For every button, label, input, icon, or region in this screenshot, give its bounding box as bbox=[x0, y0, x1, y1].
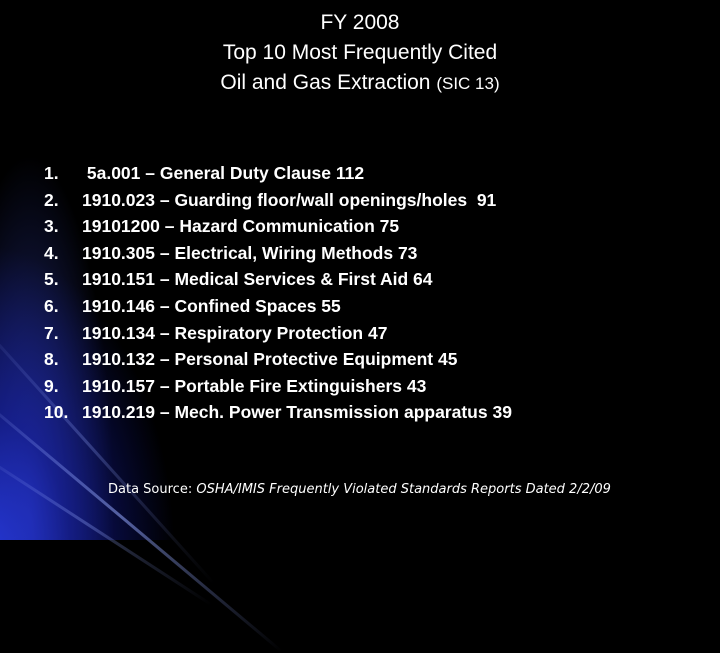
title-line-3-sic: (SIC 13) bbox=[436, 74, 500, 93]
list-item-text: 19101200 – Hazard Communication 75 bbox=[82, 216, 400, 237]
list-item: 8. 1910.132 – Personal Protective Equipme… bbox=[44, 346, 684, 373]
data-source: Data Source: OSHA/IMIS Frequently Violat… bbox=[108, 482, 611, 497]
list-item-number: 9. bbox=[44, 375, 59, 396]
list-item: 4. 1910.305 – Electrical, Wiring Methods … bbox=[44, 240, 684, 267]
list-item-number: 2. bbox=[44, 189, 59, 210]
list-item-number: 7. bbox=[44, 322, 59, 343]
list-item: 1. 5a.001 – General Duty Clause 112 bbox=[44, 160, 684, 187]
list-item-text: 1910.023 – Guarding floor/wall openings/… bbox=[82, 189, 497, 210]
list-item-text: 1910.132 – Personal Protective Equipment… bbox=[82, 349, 458, 370]
title-line-3-main: Oil and Gas Extraction bbox=[220, 71, 431, 94]
list-item-text: 1910.146 – Confined Spaces 55 bbox=[82, 295, 341, 316]
title-line-1: FY 2008 bbox=[320, 11, 400, 34]
list-item-number: 5. bbox=[44, 269, 59, 290]
title-line-3: Oil and Gas Extraction (SIC 13) bbox=[0, 68, 720, 99]
list-item-text: 1910.134 – Respiratory Protection 47 bbox=[82, 322, 388, 343]
list-item-text: 1910.151 – Medical Services & First Aid … bbox=[82, 269, 433, 290]
list-item: 5. 1910.151 – Medical Services & First Ai… bbox=[44, 266, 684, 293]
list-item-number: 10. bbox=[44, 402, 69, 423]
list-item-text: 1910.305 – Electrical, Wiring Methods 73 bbox=[82, 242, 418, 263]
slide-title: FY 2008 Top 10 Most Frequently Cited Oil… bbox=[0, 8, 720, 99]
list-item: 2. 1910.023 – Guarding floor/wall opening… bbox=[44, 187, 684, 214]
list-item-number: 4. bbox=[44, 242, 59, 263]
list-item-number: 8. bbox=[44, 349, 59, 370]
list-item: 6. 1910.146 – Confined Spaces 55 bbox=[44, 293, 684, 320]
data-source-label: Data Source: bbox=[108, 482, 193, 497]
list-item-text: 1910.219 – Mech. Power Transmission appa… bbox=[82, 402, 512, 423]
title-line-2: Top 10 Most Frequently Cited bbox=[222, 41, 498, 64]
data-source-text: OSHA/IMIS Frequently Violated Standards … bbox=[196, 482, 611, 497]
list-item-text: 5a.001 – General Duty Clause 112 bbox=[82, 163, 365, 183]
list-item-number: 1. bbox=[44, 163, 59, 183]
list-item-text: 1910.157 – Portable Fire Extinguishers 4… bbox=[82, 375, 427, 396]
list-item-number: 6. bbox=[44, 295, 59, 316]
list-item: 3. 19101200 – Hazard Communication 75 bbox=[44, 213, 684, 240]
list-item: 10. 1910.219 – Mech. Power Transmission a… bbox=[44, 399, 684, 426]
list-item: 7. 1910.134 – Respiratory Protection 47 bbox=[44, 320, 684, 347]
list-item-number: 3. bbox=[44, 216, 59, 237]
background-streak bbox=[0, 440, 213, 607]
citation-list: 1. 5a.001 – General Duty Clause 112 2. 191… bbox=[44, 160, 684, 426]
list-item: 9. 1910.157 – Portable Fire Extinguishers… bbox=[44, 373, 684, 400]
